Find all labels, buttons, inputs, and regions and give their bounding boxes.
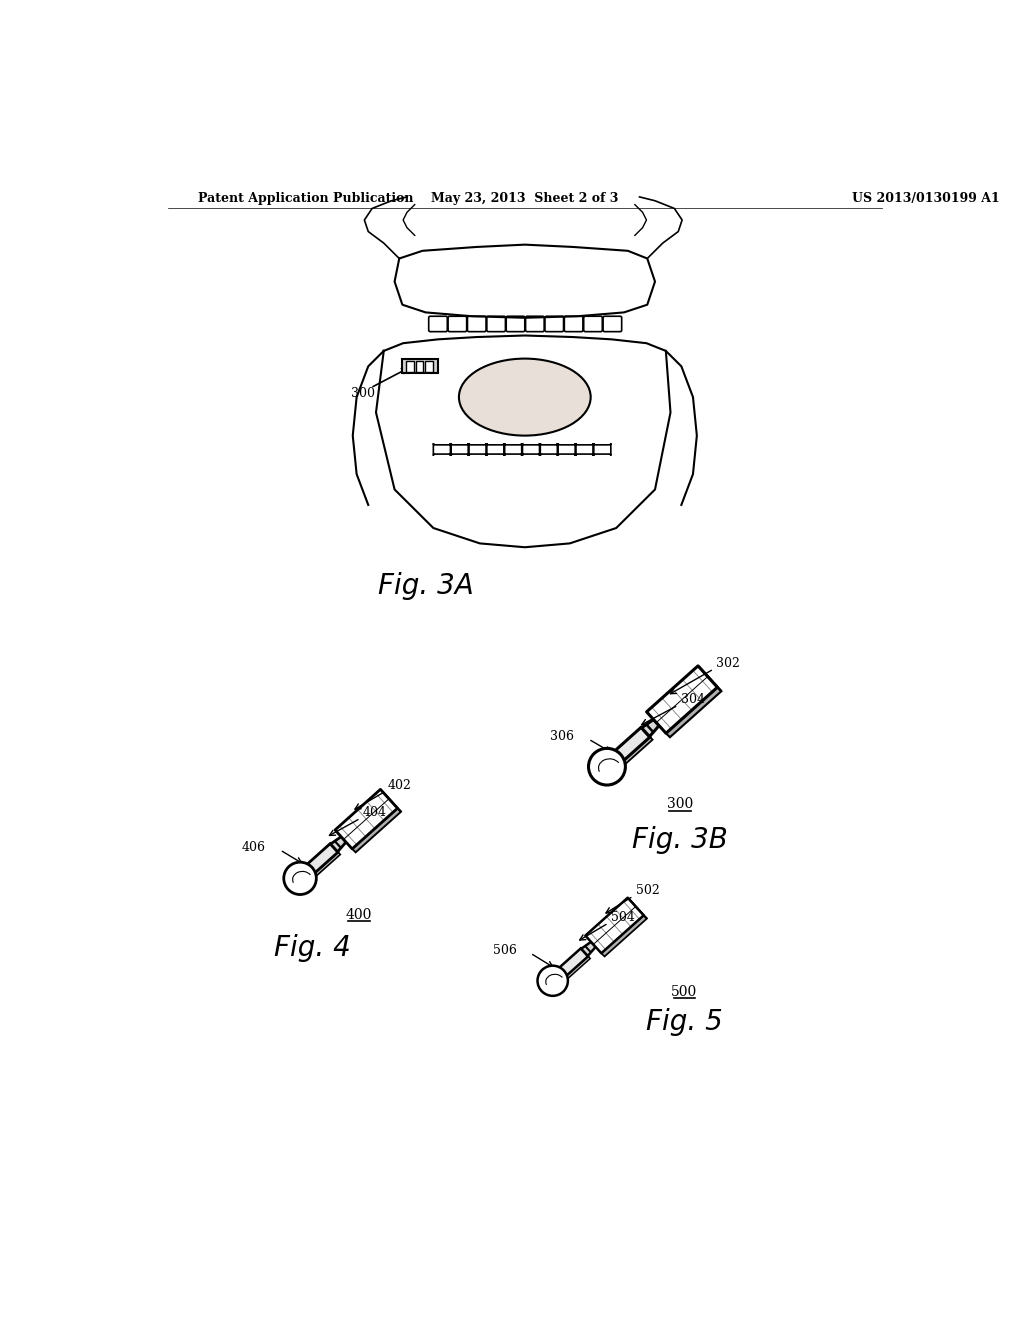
Text: 500: 500 xyxy=(672,985,697,999)
FancyBboxPatch shape xyxy=(541,444,557,455)
FancyBboxPatch shape xyxy=(522,444,540,455)
Text: 400: 400 xyxy=(346,908,372,923)
Text: Fig. 3B: Fig. 3B xyxy=(632,826,728,854)
Text: 402: 402 xyxy=(388,779,412,792)
Text: 404: 404 xyxy=(362,807,387,820)
Polygon shape xyxy=(698,665,721,692)
Polygon shape xyxy=(582,942,596,956)
FancyBboxPatch shape xyxy=(575,444,593,455)
FancyBboxPatch shape xyxy=(469,444,486,455)
Polygon shape xyxy=(559,948,588,977)
Text: Patent Application Publication: Patent Application Publication xyxy=(198,191,414,205)
Polygon shape xyxy=(642,719,659,737)
Circle shape xyxy=(538,966,568,995)
FancyBboxPatch shape xyxy=(505,444,521,455)
FancyBboxPatch shape xyxy=(525,317,544,331)
Text: 304: 304 xyxy=(681,693,705,706)
Text: US 2013/0130199 A1: US 2013/0130199 A1 xyxy=(852,191,999,205)
Text: 506: 506 xyxy=(494,944,517,957)
FancyBboxPatch shape xyxy=(584,317,602,331)
Polygon shape xyxy=(623,737,652,764)
Polygon shape xyxy=(401,359,438,374)
Polygon shape xyxy=(352,808,401,853)
FancyBboxPatch shape xyxy=(452,444,468,455)
FancyBboxPatch shape xyxy=(433,444,451,455)
Polygon shape xyxy=(628,898,647,919)
Polygon shape xyxy=(614,727,650,762)
Text: 406: 406 xyxy=(242,841,266,854)
Polygon shape xyxy=(416,360,423,372)
Polygon shape xyxy=(335,789,397,849)
Polygon shape xyxy=(566,957,590,978)
Text: 502: 502 xyxy=(636,884,659,898)
Text: 300: 300 xyxy=(351,387,375,400)
Polygon shape xyxy=(306,843,338,874)
Polygon shape xyxy=(425,360,432,372)
FancyBboxPatch shape xyxy=(486,444,504,455)
FancyBboxPatch shape xyxy=(486,317,506,331)
FancyBboxPatch shape xyxy=(429,317,447,331)
FancyBboxPatch shape xyxy=(603,317,622,331)
Text: 306: 306 xyxy=(551,730,574,743)
FancyBboxPatch shape xyxy=(564,317,583,331)
Text: 300: 300 xyxy=(667,797,693,810)
Circle shape xyxy=(284,862,316,895)
FancyBboxPatch shape xyxy=(594,444,611,455)
FancyBboxPatch shape xyxy=(545,317,563,331)
Polygon shape xyxy=(586,898,644,953)
FancyBboxPatch shape xyxy=(506,317,524,331)
Polygon shape xyxy=(380,789,401,812)
Ellipse shape xyxy=(459,359,591,436)
FancyBboxPatch shape xyxy=(449,317,467,331)
Polygon shape xyxy=(407,360,414,372)
Text: Fig. 5: Fig. 5 xyxy=(646,1008,723,1036)
FancyBboxPatch shape xyxy=(558,444,575,455)
Text: 504: 504 xyxy=(611,911,635,924)
Text: May 23, 2013  Sheet 2 of 3: May 23, 2013 Sheet 2 of 3 xyxy=(431,191,618,205)
Text: Fig. 4: Fig. 4 xyxy=(274,933,351,962)
Text: 302: 302 xyxy=(716,657,740,671)
Polygon shape xyxy=(314,853,340,875)
Text: Fig. 3A: Fig. 3A xyxy=(379,572,474,599)
Polygon shape xyxy=(646,665,718,733)
Polygon shape xyxy=(666,688,721,737)
Circle shape xyxy=(589,748,626,785)
Polygon shape xyxy=(601,915,647,957)
FancyBboxPatch shape xyxy=(467,317,486,331)
Polygon shape xyxy=(331,837,346,851)
